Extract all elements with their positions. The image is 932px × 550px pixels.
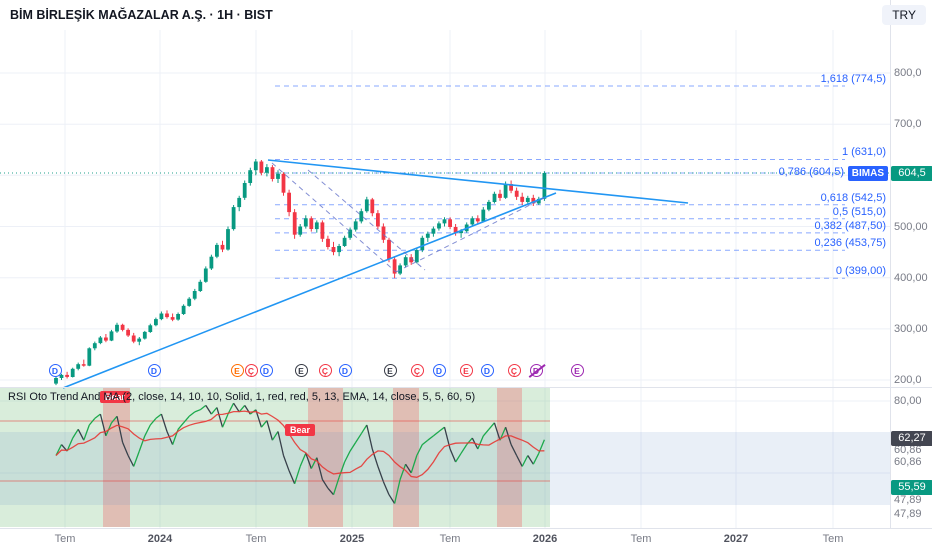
wave-marker[interactable]: Ç xyxy=(244,364,258,377)
trend-lines[interactable] xyxy=(62,159,689,389)
rsi-background-bands xyxy=(0,388,890,527)
indicator-axis-label: 80,00 xyxy=(894,395,922,407)
time-axis-label: Tem xyxy=(439,533,461,545)
price-axis-label: 300,00 xyxy=(894,322,928,335)
price-scale-column[interactable] xyxy=(890,0,932,528)
indicator-axis-label: 47,89 xyxy=(894,508,922,520)
time-axis-label: 2027 xyxy=(723,533,749,545)
fib-level-label: 0,5 (515,0) xyxy=(832,205,886,218)
wave-marker[interactable]: D xyxy=(480,364,494,377)
fib-level-label: 0,786 (604,5) xyxy=(778,166,844,179)
wave-marker[interactable]: D xyxy=(529,364,543,377)
wave-marker[interactable]: D xyxy=(48,364,62,377)
time-axis-label: Tem xyxy=(630,533,652,545)
indicator-axis-label: 60,86 xyxy=(894,456,922,468)
fib-level-label: 0 (399,00) xyxy=(835,265,886,278)
wave-marker[interactable]: D xyxy=(259,364,273,377)
time-axis-label: Tem xyxy=(245,533,267,545)
symbol-title[interactable]: BİM BİRLEŞİK MAĞAZALAR A.Ş. · 1H · BIST xyxy=(10,8,273,22)
wave-marker[interactable]: E xyxy=(383,364,397,377)
symbol-name-badge: BIMAS xyxy=(847,166,888,181)
pane-separator[interactable] xyxy=(0,387,932,388)
wave-marker[interactable]: E xyxy=(294,364,308,377)
time-axis-label: 2026 xyxy=(532,533,558,545)
price-axis-label: 500,00 xyxy=(894,220,928,233)
wave-marker[interactable]: D xyxy=(338,364,352,377)
indicator-axis-label: 47,89 xyxy=(894,494,922,506)
time-scale-separator xyxy=(0,528,932,529)
price-axis-label: 800,0 xyxy=(894,67,922,79)
time-axis-label: Tem xyxy=(822,533,844,545)
fib-level-label: 0,236 (453,75) xyxy=(814,237,886,250)
fib-retracement-lines[interactable] xyxy=(275,85,845,279)
wave-marker[interactable]: E xyxy=(459,364,473,377)
bear-flag: Bear xyxy=(100,391,131,403)
wave-marker[interactable]: Ç xyxy=(507,364,521,377)
wave-marker[interactable]: D xyxy=(432,364,446,377)
price-axis-label: 700,0 xyxy=(894,118,922,131)
price-axis-label: 400,00 xyxy=(894,271,928,284)
rsi-lines xyxy=(0,402,550,504)
time-axis-label: Tem xyxy=(54,533,76,545)
wave-marker[interactable]: Ç xyxy=(318,364,332,377)
wave-marker[interactable]: E xyxy=(570,364,584,377)
last-price-badge: 604,5 xyxy=(891,166,932,181)
bear-flag: Bear xyxy=(285,424,316,436)
currency-toggle-button[interactable]: TRY xyxy=(882,5,926,25)
indicator-axis-label: 60,86 xyxy=(894,444,922,456)
rsi-value-badge: 62,27 xyxy=(891,431,932,446)
fib-level-label: 1 (631,0) xyxy=(841,146,886,159)
candles-layer xyxy=(54,159,547,386)
ma-value-badge: 55,59 xyxy=(891,480,932,495)
wave-marker[interactable]: D xyxy=(147,364,161,377)
price-axis-label: 200,0 xyxy=(894,374,922,387)
fib-level-label: 1,618 (774,5) xyxy=(820,73,886,86)
time-axis-label: 2025 xyxy=(339,533,365,545)
wave-marker[interactable]: Ç xyxy=(410,364,424,377)
fib-level-label: 0,382 (487,50) xyxy=(814,219,886,232)
wave-marker[interactable]: E xyxy=(230,364,244,377)
time-axis-label: 2024 xyxy=(147,533,173,545)
indicator-legend[interactable]: RSI Oto Trend And MA (2, close, 14, 10, … xyxy=(8,391,476,403)
fib-level-label: 0,618 (542,5) xyxy=(820,191,886,204)
